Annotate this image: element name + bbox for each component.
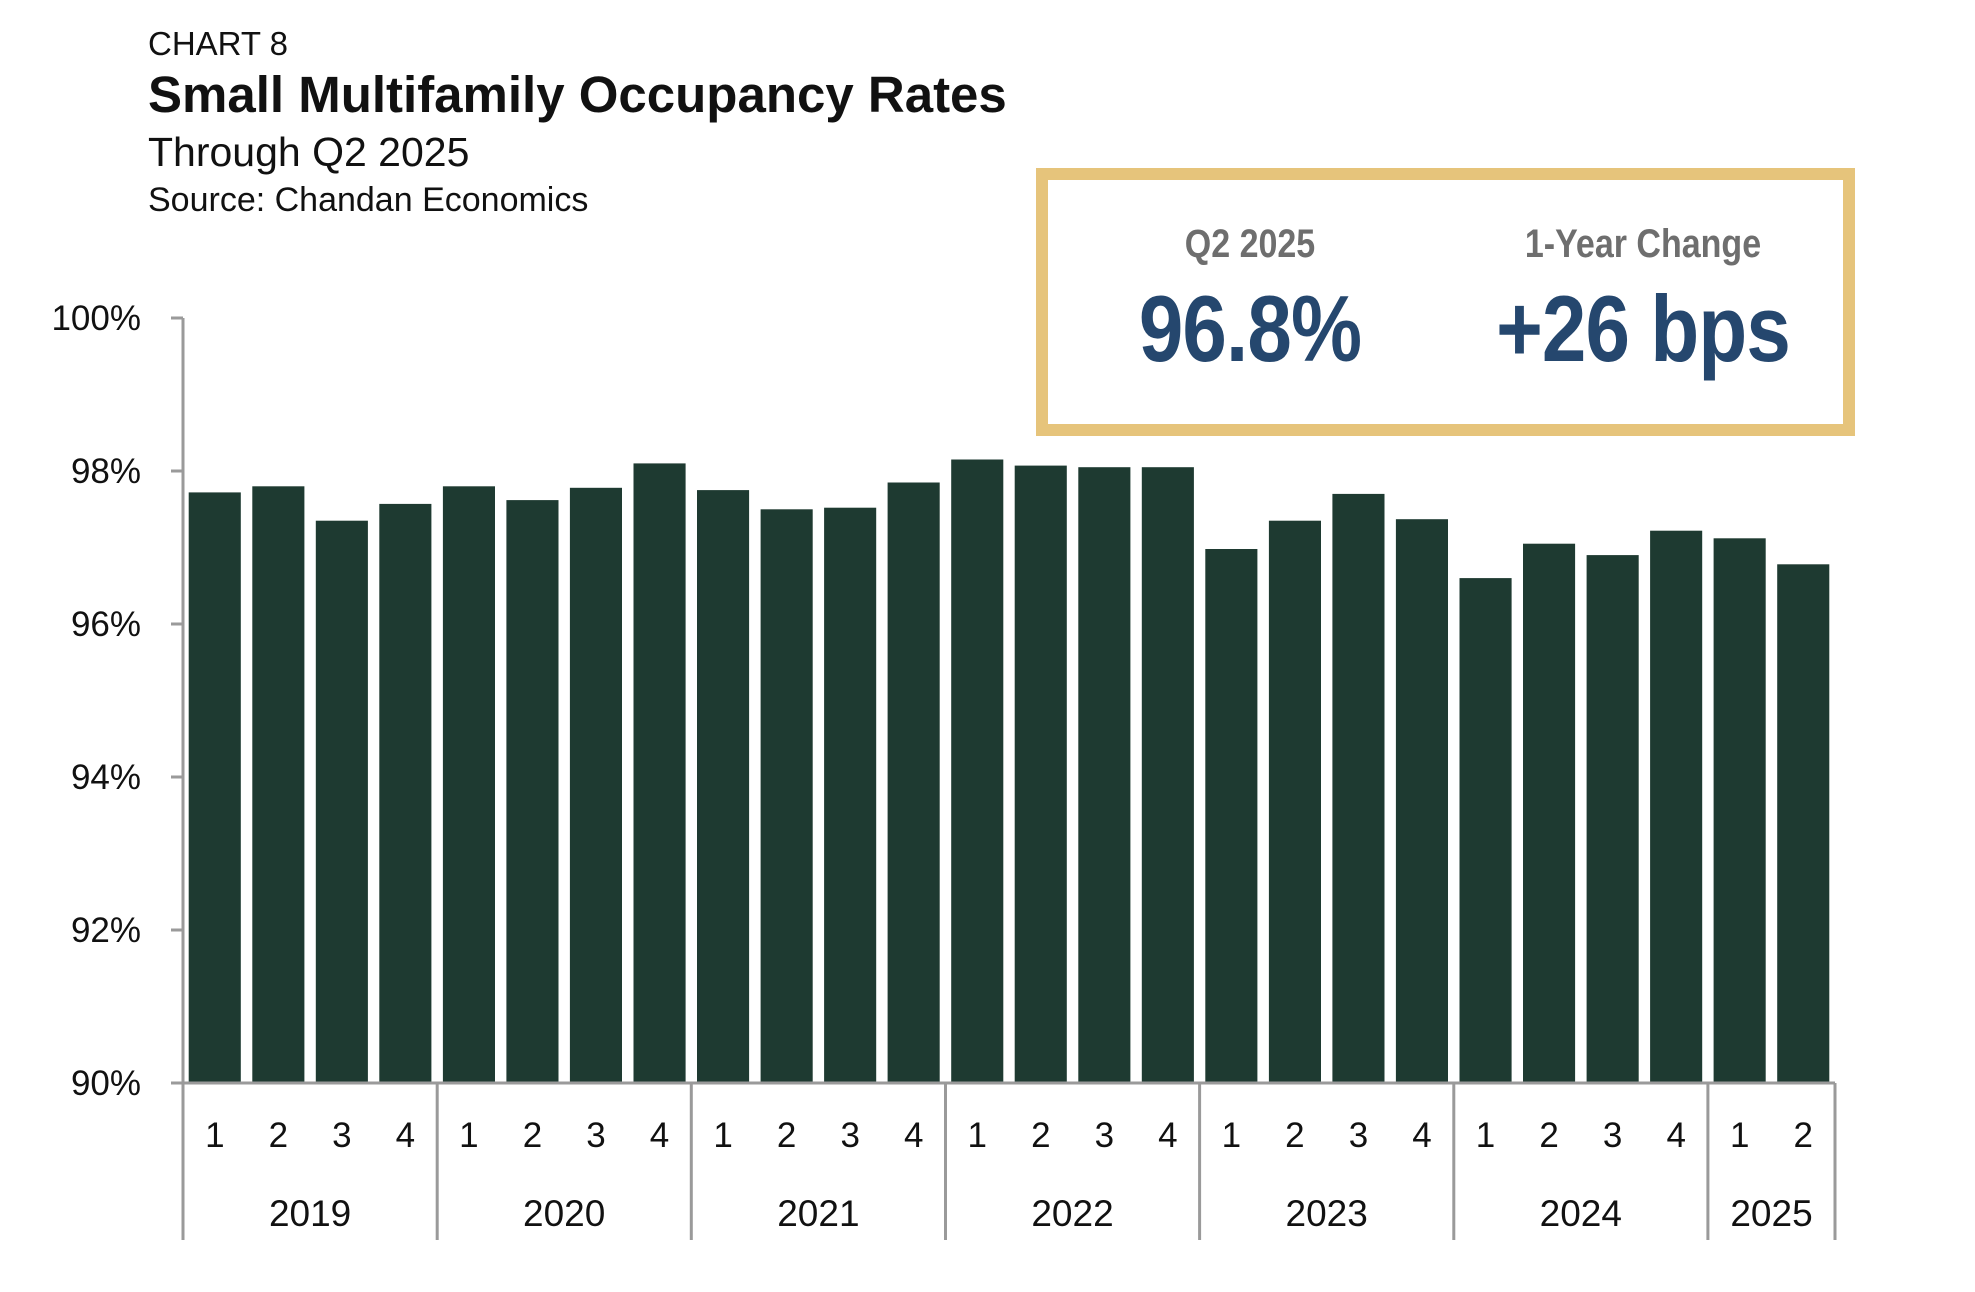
kpi-change-label: 1-Year Change bbox=[1524, 222, 1762, 266]
year-label: 2025 bbox=[1730, 1193, 1812, 1234]
y-tick-label: 96% bbox=[71, 605, 141, 644]
x-tick-label: 4 bbox=[396, 1116, 415, 1155]
bar bbox=[1586, 555, 1639, 1083]
x-tick-label: 3 bbox=[1603, 1116, 1622, 1155]
x-tick-label: 4 bbox=[1412, 1116, 1431, 1155]
kpi-current-label: Q2 2025 bbox=[1184, 222, 1316, 266]
bar bbox=[315, 520, 368, 1083]
year-label: 2023 bbox=[1286, 1193, 1368, 1234]
x-tick-label: 1 bbox=[1222, 1116, 1241, 1155]
y-tick-label: 100% bbox=[51, 299, 141, 338]
y-tick-label: 90% bbox=[71, 1064, 141, 1103]
x-tick-label: 2 bbox=[1031, 1116, 1050, 1155]
year-label: 2019 bbox=[269, 1193, 351, 1234]
x-tick-label: 1 bbox=[1476, 1116, 1495, 1155]
chart-number: CHART 8 bbox=[148, 25, 288, 62]
bar bbox=[442, 486, 495, 1083]
kpi-change-value: +26 bps bbox=[1496, 276, 1791, 381]
x-tick-label: 2 bbox=[777, 1116, 796, 1155]
x-tick-label: 1 bbox=[205, 1116, 224, 1155]
bar bbox=[1078, 467, 1131, 1083]
bar bbox=[1205, 549, 1258, 1083]
x-tick-label: 1 bbox=[1730, 1116, 1749, 1155]
x-tick-label: 1 bbox=[459, 1116, 478, 1155]
bar bbox=[1459, 578, 1512, 1083]
x-tick-label: 3 bbox=[332, 1116, 351, 1155]
x-tick-label: 3 bbox=[586, 1116, 605, 1155]
x-tick-label: 2 bbox=[1285, 1116, 1304, 1155]
bar bbox=[1713, 538, 1766, 1083]
y-tick-label: 98% bbox=[71, 452, 141, 491]
year-label: 2021 bbox=[777, 1193, 859, 1234]
x-tick-label: 4 bbox=[1158, 1116, 1177, 1155]
bar bbox=[633, 463, 686, 1083]
x-tick-label: 3 bbox=[840, 1116, 859, 1155]
x-tick-label: 2 bbox=[1793, 1116, 1812, 1155]
bar bbox=[569, 487, 622, 1083]
x-tick-label: 1 bbox=[967, 1116, 986, 1155]
chart-title: Small Multifamily Occupancy Rates bbox=[148, 66, 1007, 123]
year-label: 2022 bbox=[1031, 1193, 1113, 1234]
chart-header: CHART 8 Small Multifamily Occupancy Rate… bbox=[148, 24, 1007, 222]
chart-subtitle: Through Q2 2025 bbox=[148, 129, 470, 175]
x-tick-label: 2 bbox=[1539, 1116, 1558, 1155]
kpi-current-value: 96.8% bbox=[1138, 276, 1362, 381]
x-tick-label: 3 bbox=[1095, 1116, 1114, 1155]
bar bbox=[1014, 465, 1067, 1084]
bar bbox=[379, 503, 432, 1083]
x-tick-label: 4 bbox=[904, 1116, 923, 1155]
kpi-box: Q2 2025 96.8% 1-Year Change +26 bps bbox=[1036, 168, 1855, 436]
chart-source: Source: Chandan Economics bbox=[148, 181, 589, 219]
y-tick-label: 92% bbox=[71, 911, 141, 950]
bar bbox=[824, 507, 877, 1083]
kpi-current: Q2 2025 96.8% bbox=[1090, 220, 1410, 384]
bar bbox=[252, 486, 305, 1083]
bar bbox=[1141, 467, 1194, 1083]
x-tick-label: 2 bbox=[523, 1116, 542, 1155]
bar bbox=[1777, 564, 1830, 1083]
bar bbox=[188, 492, 241, 1083]
x-tick-label: 4 bbox=[650, 1116, 669, 1155]
bar bbox=[887, 482, 940, 1083]
year-label: 2024 bbox=[1540, 1193, 1622, 1234]
x-tick-label: 1 bbox=[713, 1116, 732, 1155]
bar bbox=[1395, 519, 1448, 1083]
bar bbox=[951, 459, 1004, 1083]
x-tick-label: 3 bbox=[1349, 1116, 1368, 1155]
year-label: 2020 bbox=[523, 1193, 605, 1234]
bar bbox=[697, 490, 750, 1084]
bar bbox=[506, 500, 559, 1084]
bar bbox=[1332, 493, 1385, 1083]
x-tick-label: 4 bbox=[1666, 1116, 1685, 1155]
y-tick-label: 94% bbox=[71, 758, 141, 797]
kpi-change: 1-Year Change +26 bps bbox=[1458, 220, 1828, 384]
bar bbox=[1650, 530, 1703, 1083]
bar bbox=[1523, 543, 1576, 1083]
x-tick-label: 2 bbox=[269, 1116, 288, 1155]
bar bbox=[1268, 520, 1321, 1083]
bar bbox=[760, 509, 813, 1084]
